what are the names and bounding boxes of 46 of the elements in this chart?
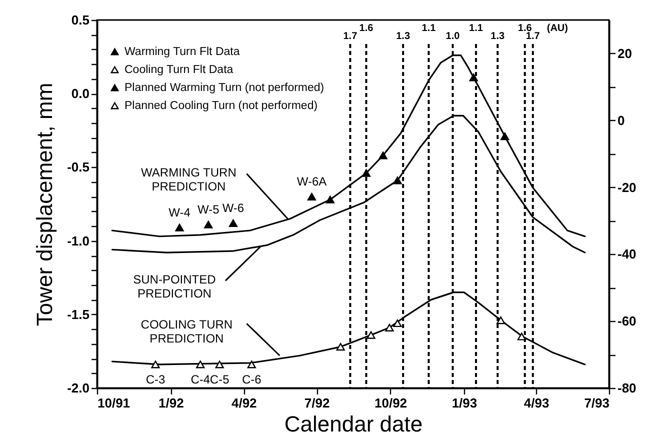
y-axis-title: Tower displacement, mm xyxy=(32,82,58,326)
legend-label: Warming Turn Flt Data xyxy=(124,46,240,58)
y-tick-label: -2.0 xyxy=(67,380,90,396)
data-label: C-5 xyxy=(210,372,230,386)
annotation: WARMING TURN PREDICTION xyxy=(141,166,236,194)
y-tick-label: 0.5 xyxy=(71,12,90,28)
y2-tick-label: 20 xyxy=(618,46,632,61)
y2-tick-label: 0 xyxy=(618,112,625,128)
ref-line-label: 1.7 xyxy=(526,31,540,42)
x-tick-label: 4/93 xyxy=(524,396,550,410)
x-tick-label: 7/93 xyxy=(584,396,610,410)
data-label: W-6A xyxy=(296,174,327,189)
y-tick-label: -0.5 xyxy=(67,160,90,175)
y2-tick-label: -20 xyxy=(618,180,636,195)
ref-line-label: 1.0 xyxy=(446,31,460,42)
data-label: C-6 xyxy=(242,372,262,386)
ref-line-label: 1.3 xyxy=(396,31,410,42)
x-tick-label: 10/91 xyxy=(98,396,130,410)
annotation: COOLING TURN PREDICTION xyxy=(140,318,233,346)
y-tick-label: 0.0 xyxy=(71,86,90,102)
y2-tick-label: -80 xyxy=(618,380,636,396)
y-tick-label: -1.5 xyxy=(67,306,90,322)
data-label: W-5 xyxy=(197,202,220,217)
ref-line-label: 1.1 xyxy=(422,23,436,34)
ref-line-label: 1.3 xyxy=(490,31,506,42)
legend-label: Planned Warming Turn (not performed) xyxy=(124,82,324,94)
x-tick-label: 4/92 xyxy=(231,396,257,410)
y2-tick-label: -60 xyxy=(618,314,636,329)
x-axis-title: Calendar date xyxy=(284,412,423,435)
x-tick-label: 10/92 xyxy=(374,396,408,410)
data-label: W-6 xyxy=(222,201,244,216)
ref-line-label: 1.7 xyxy=(343,31,358,42)
data-label: C-4 xyxy=(190,372,210,386)
x-tick-label: 7/92 xyxy=(304,396,330,410)
data-label: C-3 xyxy=(146,372,166,386)
ref-line-label: 1.1 xyxy=(469,23,484,34)
ref-line-label: 1.6 xyxy=(359,23,374,34)
legend-label: Cooling Turn Flt Data xyxy=(124,64,234,76)
annotation: SUN-POINTED PREDICTION xyxy=(133,272,216,301)
data-label: W-4 xyxy=(168,206,191,220)
x-tick-label: 1/93 xyxy=(452,396,478,410)
y-tick-label: -1.0 xyxy=(67,233,90,248)
x-tick-label: 1/92 xyxy=(158,396,184,410)
y2-tick-label: -40 xyxy=(618,246,636,262)
annotation: (AU) xyxy=(546,23,568,34)
legend-label: Planned Cooling Turn (not performed) xyxy=(124,100,318,112)
